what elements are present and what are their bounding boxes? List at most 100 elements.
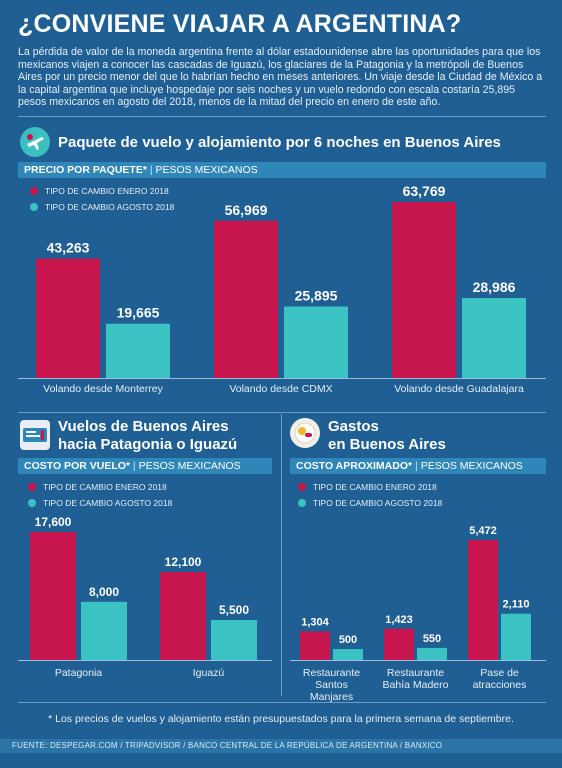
category-label-volando-desde-cdmx: Volando desde CDMX xyxy=(229,383,332,395)
legend-swatch-january xyxy=(28,483,36,491)
intro-text: La pérdida de valor de la moneda argenti… xyxy=(18,46,543,109)
page-title: ¿CONVIENE VIAJAR A ARGENTINA? xyxy=(18,10,462,38)
band-expenses-bold: COSTO APROXIMADO* xyxy=(296,460,413,472)
bar-january-1 xyxy=(214,220,278,378)
section-title-package: Paquete de vuelo y alojamiento por 6 noc… xyxy=(58,134,501,151)
category-label-line: Patagonia xyxy=(55,667,102,679)
legend-item-january: TIPO DE CAMBIO ENERO 2018 xyxy=(30,183,174,199)
divider-top xyxy=(18,116,546,117)
band-package-sep: | xyxy=(149,164,156,176)
bar-august-2 xyxy=(462,297,526,378)
bar-january-1 xyxy=(384,628,414,660)
divider-middle xyxy=(18,412,546,413)
legend-item-august: TIPO DE CAMBIO AGOSTO 2018 xyxy=(30,199,174,215)
category-label-line: Iguazú xyxy=(193,667,225,679)
bar-january-0 xyxy=(30,532,76,660)
legend-label-august: TIPO DE CAMBIO AGOSTO 2018 xyxy=(43,498,173,508)
bar-august-2 xyxy=(501,613,531,660)
divider-vertical xyxy=(281,414,282,696)
bar-january-1 xyxy=(160,572,206,660)
legend-swatch-august xyxy=(28,499,36,507)
band-package-bold: PRECIO POR PAQUETE* xyxy=(24,164,147,176)
category-label-line: Restaurante xyxy=(303,667,360,679)
category-label-line: atracciones xyxy=(473,679,527,691)
band-flights: COSTO POR VUELO* | PESOS MEXICANOS xyxy=(18,458,272,474)
data-label-august-2: 28,986 xyxy=(473,279,516,295)
legend-swatch-january xyxy=(298,483,306,491)
category-label-restaurante-bahia-madero: Restaurante Bahía Madero xyxy=(383,667,449,691)
category-label-patagonia: Patagonia xyxy=(55,667,102,679)
legend-item-january: TIPO DE CAMBIO ENERO 2018 xyxy=(28,479,172,495)
legend-swatch-january xyxy=(30,187,38,195)
legend-item-august: TIPO DE CAMBIO AGOSTO 2018 xyxy=(298,495,442,511)
legend-label-january: TIPO DE CAMBIO ENERO 2018 xyxy=(45,186,169,196)
bar-january-2 xyxy=(392,202,456,378)
chart-package: 43,263 19,665 Volando desde Monterrey 56,96… xyxy=(18,183,546,395)
bar-january-0 xyxy=(300,631,330,660)
section-title-expenses: Gastos en Buenos Aires xyxy=(328,418,446,454)
section-title-flights-line2: hacia Patagonia o Iguazú xyxy=(58,436,238,453)
legend-flights: TIPO DE CAMBIO ENERO 2018 TIPO DE CAMBIO… xyxy=(28,479,172,511)
legend-label-august: TIPO DE CAMBIO AGOSTO 2018 xyxy=(45,202,175,212)
data-label-august-1: 5,500 xyxy=(219,603,249,617)
bar-january-0 xyxy=(36,258,100,378)
data-label-january-0: 43,263 xyxy=(47,240,90,256)
data-label-january-0: 1,304 xyxy=(301,616,329,628)
data-label-august-1: 25,895 xyxy=(295,288,338,304)
category-label-iguazu: Iguazú xyxy=(193,667,225,679)
band-flights-bold: COSTO POR VUELO* xyxy=(24,460,130,472)
data-label-january-2: 5,472 xyxy=(469,525,497,537)
band-package-rest: PESOS MEXICANOS xyxy=(155,164,258,176)
category-label-line: Pase de xyxy=(480,667,519,679)
band-expenses-sep: | xyxy=(415,460,421,472)
category-label-line: Manjares xyxy=(310,691,353,703)
band-package: PRECIO POR PAQUETE* | PESOS MEXICANOS xyxy=(18,162,546,178)
data-label-january-1: 1,423 xyxy=(385,614,413,626)
category-label-line: Bahía Madero xyxy=(383,679,449,691)
divider-bottom xyxy=(18,702,546,703)
data-label-january-1: 12,100 xyxy=(165,555,202,569)
data-label-january-2: 63,769 xyxy=(403,183,446,199)
data-label-august-1: 550 xyxy=(423,633,441,645)
category-label-line: Volando desde Guadalajara xyxy=(394,383,524,395)
bar-august-1 xyxy=(211,620,257,660)
category-label-volando-desde-monterrey: Volando desde Monterrey xyxy=(43,383,163,395)
legend-item-january: TIPO DE CAMBIO ENERO 2018 xyxy=(298,479,442,495)
legend-label-january: TIPO DE CAMBIO ENERO 2018 xyxy=(313,482,437,492)
legend-label-august: TIPO DE CAMBIO AGOSTO 2018 xyxy=(313,498,443,508)
data-label-january-1: 56,969 xyxy=(225,202,268,218)
legend-expenses: TIPO DE CAMBIO ENERO 2018 TIPO DE CAMBIO… xyxy=(298,479,442,511)
category-label-volando-desde-guadalajara: Volando desde Guadalajara xyxy=(394,383,524,395)
data-label-january-0: 17,600 xyxy=(35,515,72,529)
data-label-august-2: 2,110 xyxy=(503,599,530,611)
food-plate-icon xyxy=(290,418,320,448)
legend-swatch-august xyxy=(298,499,306,507)
bar-august-0 xyxy=(81,601,127,660)
footnote: * Los precios de vuelos y alojamiento es… xyxy=(48,713,514,725)
band-flights-sep: | xyxy=(132,460,139,472)
bar-august-1 xyxy=(284,306,348,378)
bar-august-0 xyxy=(106,323,170,378)
chart-flights: 17,600 8,000 Patagonia 12,100 5,500 Iguazú xyxy=(18,515,272,679)
bar-january-2 xyxy=(468,540,498,660)
legend-package: TIPO DE CAMBIO ENERO 2018 TIPO DE CAMBIO… xyxy=(30,183,174,215)
category-label-line: Volando desde Monterrey xyxy=(43,383,163,395)
ticket-icon xyxy=(20,420,50,450)
section-title-flights: Vuelos de Buenos Aires hacia Patagonia o… xyxy=(58,418,237,454)
band-expenses: COSTO APROXIMADO* | PESOS MEXICANOS xyxy=(290,458,546,474)
category-label-line: Santos xyxy=(315,679,348,691)
bar-august-0 xyxy=(333,649,363,660)
airplane-globe-icon xyxy=(20,127,50,157)
data-label-august-0: 500 xyxy=(339,634,357,646)
band-expenses-rest: PESOS MEXICANOS xyxy=(420,460,523,472)
category-label-line: Restaurante xyxy=(387,667,444,679)
data-label-august-0: 19,665 xyxy=(117,305,160,321)
legend-item-august: TIPO DE CAMBIO AGOSTO 2018 xyxy=(28,495,172,511)
category-label-pase-de-atracciones: Pase de atracciones xyxy=(473,667,527,691)
section-title-flights-line1: Vuelos de Buenos Aires xyxy=(58,418,229,435)
source-line: FUENTE: DESPEGAR.COM / TRIPADVISOR / BAN… xyxy=(0,739,562,753)
band-flights-rest: PESOS MEXICANOS xyxy=(138,460,241,472)
legend-swatch-august xyxy=(30,203,38,211)
data-label-august-0: 8,000 xyxy=(89,585,119,599)
